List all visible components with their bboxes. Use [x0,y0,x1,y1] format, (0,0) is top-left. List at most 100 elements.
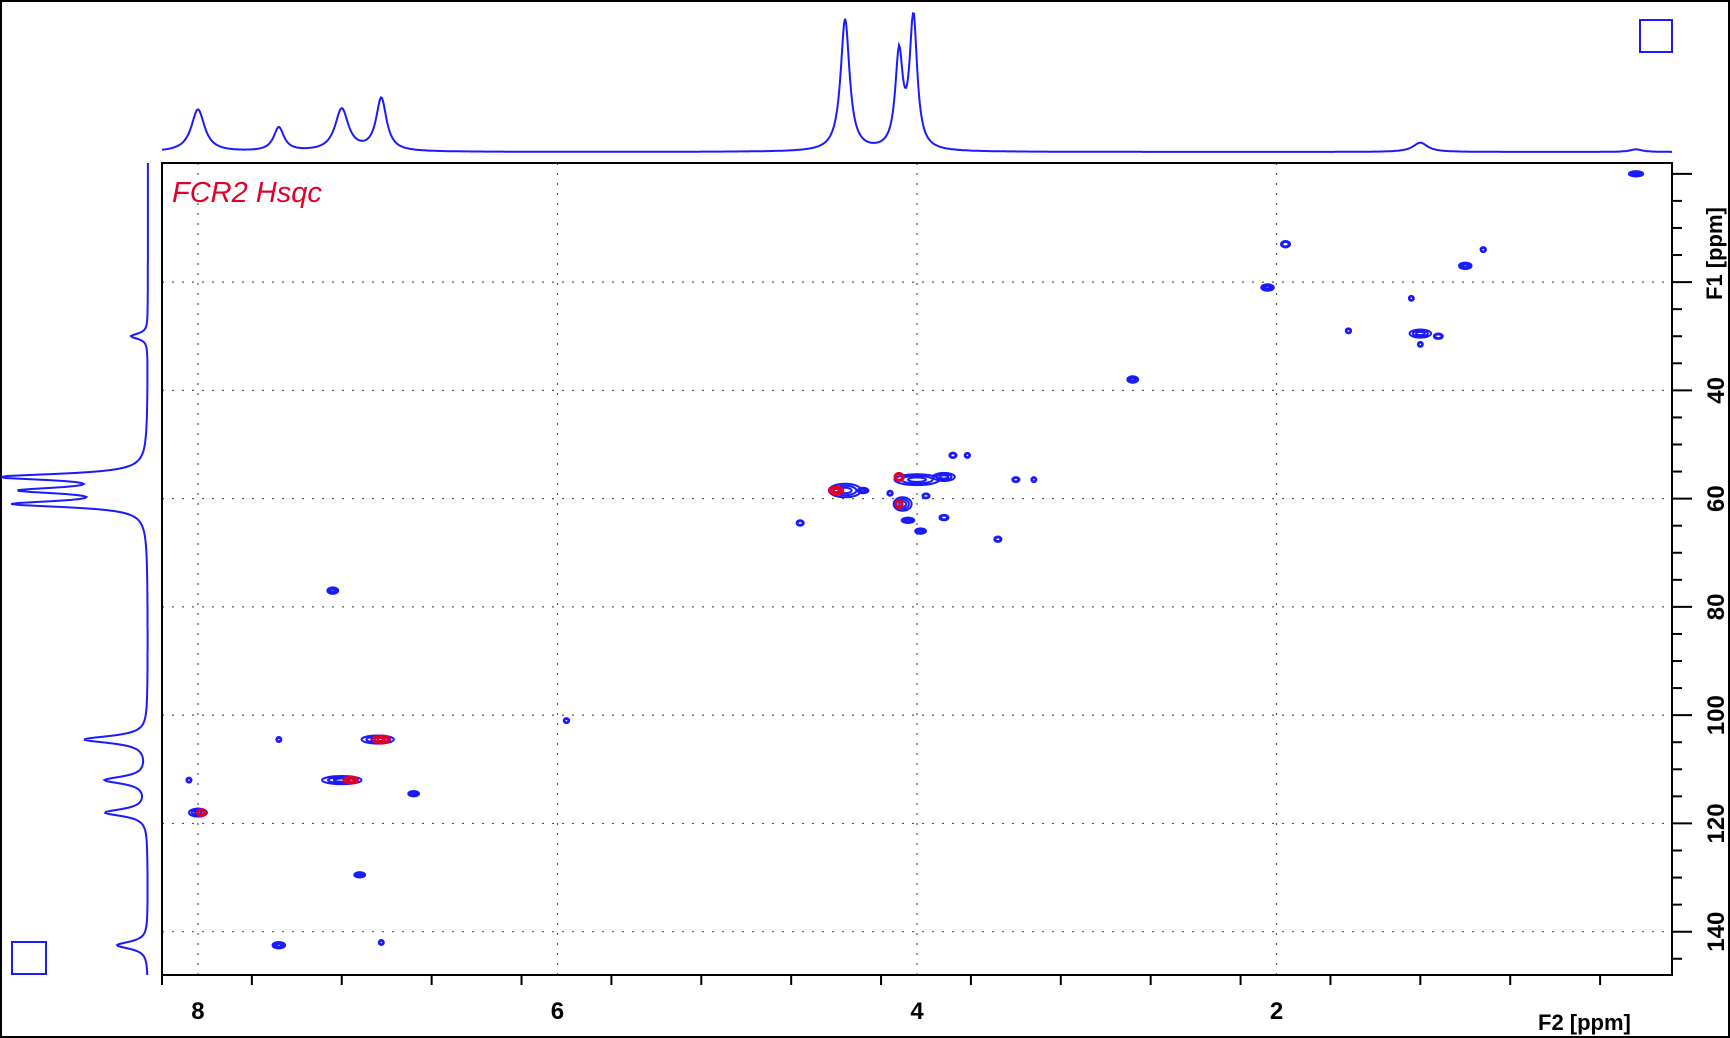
positive-peak [1627,170,1645,178]
contour-level [1415,330,1426,337]
contour-level [378,939,385,946]
x-tick-label: 4 [910,998,924,1025]
positive-peak [326,586,340,595]
contour-level [938,474,950,480]
contour-level [1411,329,1429,338]
negative-peak [893,471,905,483]
y-tick-label: 40 [1703,377,1730,404]
positive-peak [185,776,193,784]
positive-peak [886,489,894,497]
x-axis-label: F2 [ppm] [1538,1010,1631,1035]
contour-level [859,488,867,493]
contour-level [832,487,840,494]
contour-level [376,736,386,743]
f1-projection [0,163,149,976]
contour-level [887,490,893,496]
positive-peak [900,516,916,524]
contour-level [344,776,357,784]
y-tick-label: 100 [1703,695,1730,735]
contour-level [374,735,389,744]
contour-level [894,498,904,510]
contour-level [332,777,351,783]
contour-level [356,872,363,877]
contour-level [949,452,957,459]
positive-peak [948,451,958,460]
positive-peak [1479,246,1487,254]
contour-level [827,485,845,496]
contour-level [1417,341,1424,348]
positive-peak [1280,239,1292,249]
bottom-left-box-icon[interactable] [11,941,47,975]
positive-peak [1344,327,1353,335]
contour-level [994,536,1002,543]
positive-peak [377,939,385,947]
positive-peak [1407,294,1415,302]
contour-level [346,777,355,783]
top-right-box-icon[interactable] [1639,19,1673,53]
contour-level [922,493,930,499]
contour-level [1012,476,1020,483]
positive-peak [921,492,931,500]
contour-level [329,588,336,593]
f1-projection-trace [0,163,149,976]
contour-level [939,514,949,521]
positive-peak [795,519,805,527]
positive-peak [932,471,956,483]
contour-level [1434,333,1443,340]
contour-level [964,452,971,459]
y-tick-label: 80 [1703,594,1730,621]
positive-peak [914,527,927,535]
positive-peak [856,486,870,495]
contour-level [1461,263,1469,269]
contour-level [894,473,904,481]
contour-level [796,520,804,526]
contour-level [830,486,843,495]
contour-level [196,808,208,818]
y-axis-label: F1 [ppm] [1702,207,1727,300]
f2-projection [161,12,1672,153]
y-axis: 40 60 80 100 120 140 [1672,172,1730,960]
y-tick-label: 60 [1703,485,1730,512]
positive-peak [1126,375,1140,384]
contour-level [1345,328,1352,334]
contour-level [1480,246,1487,253]
negative-peak [894,498,904,510]
contour-level [320,775,363,786]
x-tick-label: 8 [191,998,204,1025]
contour-level [904,518,912,523]
contour-level [1031,476,1037,483]
x-tick-label: 6 [551,998,564,1025]
contour-level [276,736,282,743]
contour-level [1129,377,1136,382]
plot-frame [161,162,1673,976]
negative-peak [196,808,208,818]
x-axis: 8 6 4 2 [161,975,1602,1025]
positive-peak [353,871,367,879]
contour-level [1408,295,1415,302]
contour-level [342,775,359,785]
positive-peak [1260,283,1275,292]
positive-peak [562,717,571,725]
contour-level [275,942,283,948]
positive-peak [1432,332,1444,340]
positive-peak [963,451,972,459]
y-tick-label: 140 [1703,912,1730,952]
contour-level [371,734,392,745]
positive-peak [938,513,950,522]
contour-level [895,500,903,508]
contour-level [892,496,913,512]
x-tick-label: 2 [1270,998,1283,1025]
contour-level [907,476,927,483]
positive-peak [1457,261,1473,271]
negative-peak [342,775,359,785]
contour-level [563,717,570,724]
positive-peak [275,736,283,744]
positive-peak [407,789,421,798]
contour-level [932,471,956,483]
positive-peak [1011,476,1021,484]
peak-layer [185,170,1645,950]
grid-layer [162,163,1672,975]
contour-level [1632,171,1640,176]
